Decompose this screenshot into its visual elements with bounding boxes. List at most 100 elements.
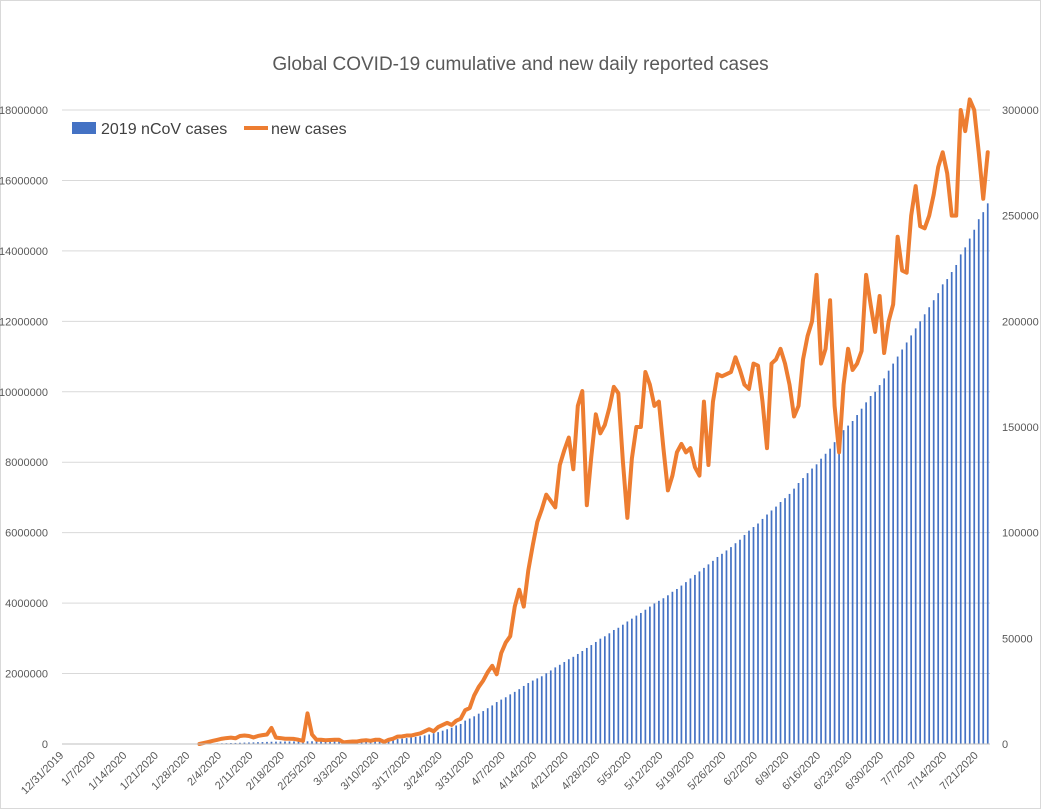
- bar: [239, 742, 241, 744]
- bar: [495, 702, 498, 744]
- bar: [549, 670, 552, 744]
- bar: [685, 582, 687, 744]
- y-tick-label: 14000000: [0, 246, 48, 258]
- bar: [712, 560, 714, 744]
- bar: [315, 741, 318, 744]
- bar: [734, 543, 737, 744]
- bar: [446, 729, 449, 744]
- bar: [558, 664, 561, 744]
- bar: [423, 735, 426, 744]
- y2-tick-label: 250000: [1002, 211, 1039, 223]
- bar: [784, 498, 786, 744]
- bar: [946, 279, 949, 744]
- bar: [811, 468, 813, 744]
- new-cases-line: [197, 97, 990, 746]
- bar: [401, 738, 403, 744]
- bar: [545, 673, 548, 744]
- y2-tick-label: 150000: [1002, 422, 1039, 434]
- bar: [703, 567, 705, 744]
- bar: [428, 734, 431, 744]
- chart-title: Global COVID-19 cumulative and new daily…: [272, 54, 769, 75]
- bar: [626, 621, 629, 744]
- bar: [603, 636, 606, 744]
- legend-label-line: new cases: [271, 121, 347, 138]
- bar: [797, 483, 800, 744]
- bar: [842, 430, 845, 744]
- bar: [635, 615, 638, 744]
- bar: [806, 473, 809, 744]
- bar: [621, 624, 624, 744]
- bar: [279, 741, 282, 744]
- bar: [473, 716, 476, 744]
- bar: [333, 741, 336, 744]
- bar: [824, 453, 827, 744]
- bar: [775, 506, 777, 744]
- bar: [540, 676, 543, 744]
- bar: [396, 739, 399, 744]
- bar: [644, 609, 647, 744]
- bar: [937, 293, 940, 744]
- bar: [689, 578, 692, 744]
- bar: [432, 733, 435, 744]
- bar: [905, 342, 908, 744]
- bar: [662, 598, 665, 744]
- bar: [270, 741, 273, 744]
- bar: [707, 564, 710, 744]
- bar: [338, 741, 340, 744]
- bar: [892, 363, 895, 744]
- bar: [266, 741, 268, 744]
- bar: [901, 349, 904, 744]
- bar: [761, 518, 764, 744]
- bar: [721, 553, 723, 744]
- bar: [743, 534, 746, 744]
- bar: [491, 705, 494, 744]
- bar: [838, 435, 840, 744]
- bar: [455, 725, 458, 744]
- bar: [829, 448, 831, 744]
- bar: [509, 694, 512, 744]
- bar: [923, 314, 926, 744]
- bar: [932, 300, 935, 744]
- bar: [896, 356, 899, 744]
- bar: [306, 741, 309, 744]
- bar: [878, 385, 881, 744]
- bar: [284, 741, 286, 744]
- bar: [468, 718, 471, 744]
- bar: [599, 638, 602, 744]
- y-tick-label: 6000000: [5, 528, 48, 540]
- y-tick-label: 16000000: [0, 175, 48, 187]
- bar: [968, 238, 971, 745]
- bar: [631, 618, 633, 744]
- bar: [410, 737, 412, 744]
- bar: [676, 588, 678, 744]
- bar: [658, 600, 660, 744]
- bar: [459, 723, 462, 744]
- bar: [324, 741, 327, 744]
- bar: [739, 539, 741, 744]
- bar: [518, 689, 521, 744]
- bar: [612, 629, 615, 744]
- bar: [243, 742, 246, 744]
- bar: [865, 402, 867, 744]
- bar: [311, 741, 313, 744]
- bar: [513, 691, 516, 744]
- bar: [594, 641, 597, 744]
- bar: [860, 408, 863, 744]
- y2-tick-label: 0: [1002, 739, 1008, 751]
- bar: [248, 742, 250, 744]
- bar: [802, 478, 804, 744]
- bar: [320, 741, 322, 744]
- bar: [576, 653, 579, 744]
- bar: [887, 370, 890, 744]
- bar: [419, 736, 421, 744]
- bar: [414, 736, 417, 744]
- bar: [477, 713, 480, 744]
- bar: [536, 678, 539, 744]
- bar: [617, 627, 620, 744]
- bar: [833, 442, 836, 744]
- bar: [378, 740, 381, 744]
- bar: [694, 574, 696, 744]
- bar: [563, 662, 566, 744]
- legend-label-bar: 2019 nCoV cases: [101, 121, 227, 138]
